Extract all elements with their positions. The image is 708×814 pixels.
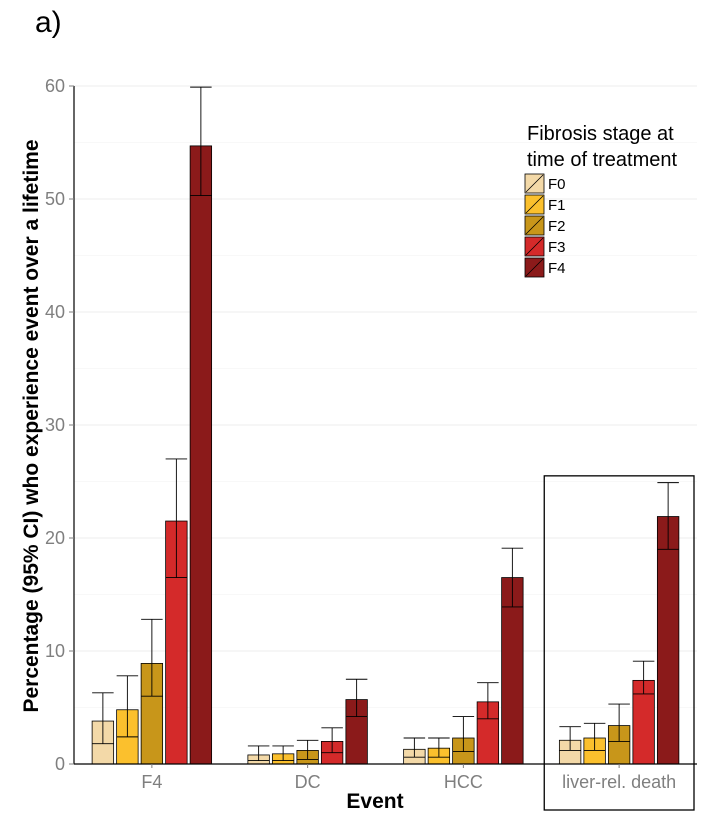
y-tick-label: 50 xyxy=(45,189,65,209)
legend-swatch-slash xyxy=(525,258,544,277)
x-tick-labels: F4 DC HCC liver-rel. death xyxy=(141,764,676,792)
legend: Fibrosis stage at time of treatment F0 F1… xyxy=(524,123,678,278)
legend-title-line-1: Fibrosis stage at xyxy=(527,123,674,145)
bars xyxy=(91,145,680,765)
legend-label-f2: F2 xyxy=(548,218,566,235)
y-tick-label: 0 xyxy=(55,754,65,774)
legend-swatch-slash xyxy=(525,216,544,235)
bar-f4-f4 xyxy=(189,145,213,765)
legend-swatch-slash xyxy=(525,174,544,193)
bar-f4-liver-rel-death xyxy=(656,516,680,765)
legend-title-line-2: time of treatment xyxy=(527,149,678,171)
legend-label-f3: F3 xyxy=(548,239,566,256)
legend-label-f4: F4 xyxy=(548,260,566,277)
legend-swatch-slash xyxy=(525,195,544,214)
y-tick-label: 10 xyxy=(45,641,65,661)
y-tick-labels: 0 10 20 30 40 50 60 xyxy=(45,76,74,774)
panel-label: a) xyxy=(35,6,62,39)
x-tick-label: DC xyxy=(295,772,321,792)
highlight-box xyxy=(543,475,695,811)
x-tick-label: HCC xyxy=(444,772,483,792)
x-tick-label: liver-rel. death xyxy=(562,772,676,792)
error-bars xyxy=(92,86,679,762)
x-tick-label: F4 xyxy=(141,772,162,792)
legend-label-f0: F0 xyxy=(548,176,566,193)
y-tick-label: 20 xyxy=(45,528,65,548)
y-tick-label: 30 xyxy=(45,415,65,435)
x-axis-title: Event xyxy=(346,790,403,813)
y-axis-title: Percentage (95% CI) who experience event… xyxy=(20,139,43,712)
legend-label-f1: F1 xyxy=(548,197,566,214)
legend-swatch-slash xyxy=(525,237,544,256)
y-tick-label: 60 xyxy=(45,76,65,96)
highlight-box-layer xyxy=(543,475,695,811)
y-tick-label: 40 xyxy=(45,302,65,322)
